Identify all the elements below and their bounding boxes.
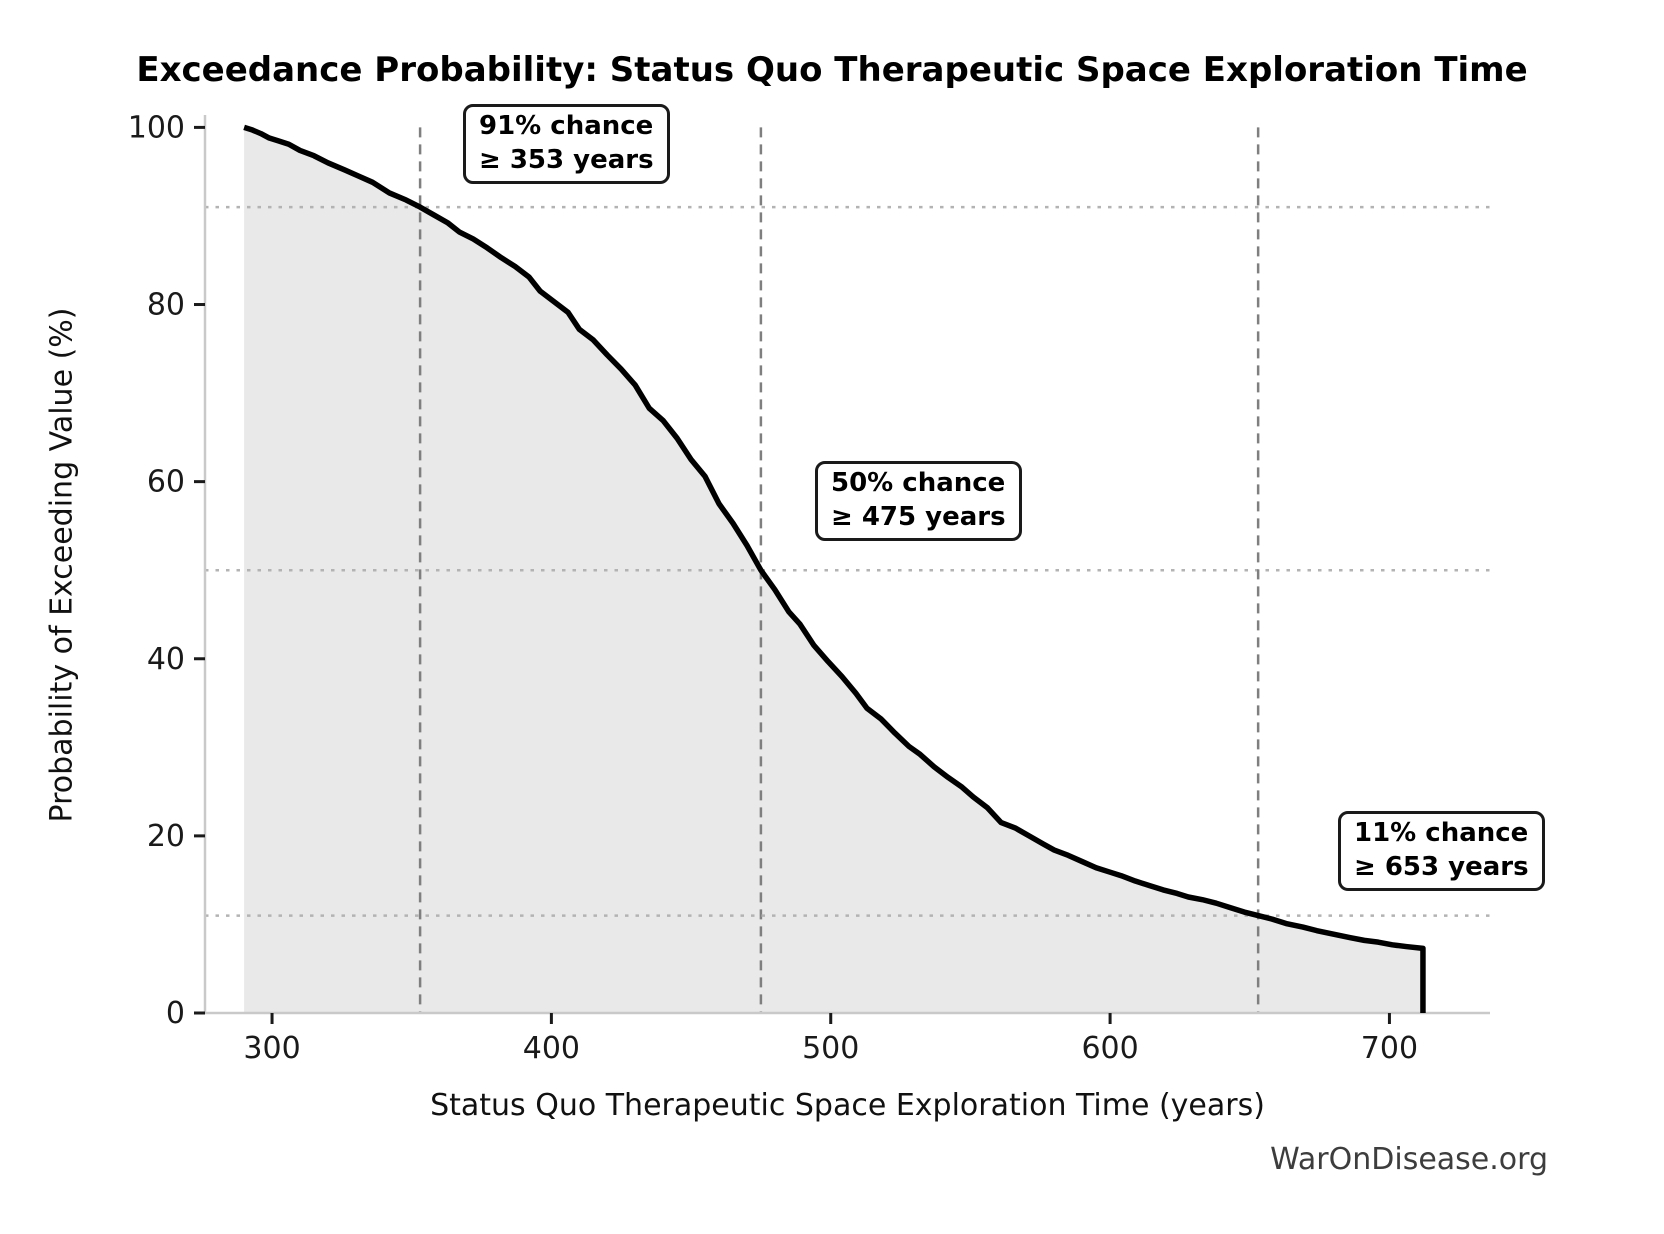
y-tick-label: 0 — [166, 996, 185, 1031]
watermark: WarOnDisease.org — [1270, 1142, 1548, 1177]
annotation-line: ≥ 475 years — [831, 501, 1006, 532]
annotation-line: 91% chance — [479, 111, 654, 141]
y-tick-label: 100 — [128, 110, 185, 145]
annotation-50-percent: 50% chance ≥ 475 years — [815, 461, 1022, 541]
x-axis-label: Status Quo Therapeutic Space Exploration… — [430, 1088, 1265, 1123]
y-tick-label: 20 — [147, 819, 185, 854]
y-tick-label: 60 — [147, 465, 185, 500]
annotation-line: 11% chance — [1354, 818, 1529, 848]
annotation-11-percent: 11% chance ≥ 653 years — [1338, 811, 1545, 891]
exceedance-curve — [243, 124, 1426, 1013]
y-tick-label: 40 — [147, 642, 185, 677]
annotation-line: ≥ 653 years — [1354, 851, 1529, 882]
annotation-line: 50% chance — [831, 468, 1006, 498]
x-tick-label: 400 — [523, 1031, 580, 1066]
x-tick-label: 500 — [802, 1031, 859, 1066]
x-tick-label: 600 — [1081, 1031, 1138, 1066]
area-fill — [244, 127, 1423, 1013]
x-tick-label: 700 — [1361, 1031, 1418, 1066]
x-tick-label: 300 — [243, 1031, 300, 1066]
annotation-line: ≥ 353 years — [479, 144, 654, 175]
y-tick-label: 80 — [147, 288, 185, 323]
chart-title: Exceedance Probability: Status Quo Thera… — [136, 50, 1528, 90]
annotation-91-percent: 91% chance ≥ 353 years — [463, 104, 670, 184]
